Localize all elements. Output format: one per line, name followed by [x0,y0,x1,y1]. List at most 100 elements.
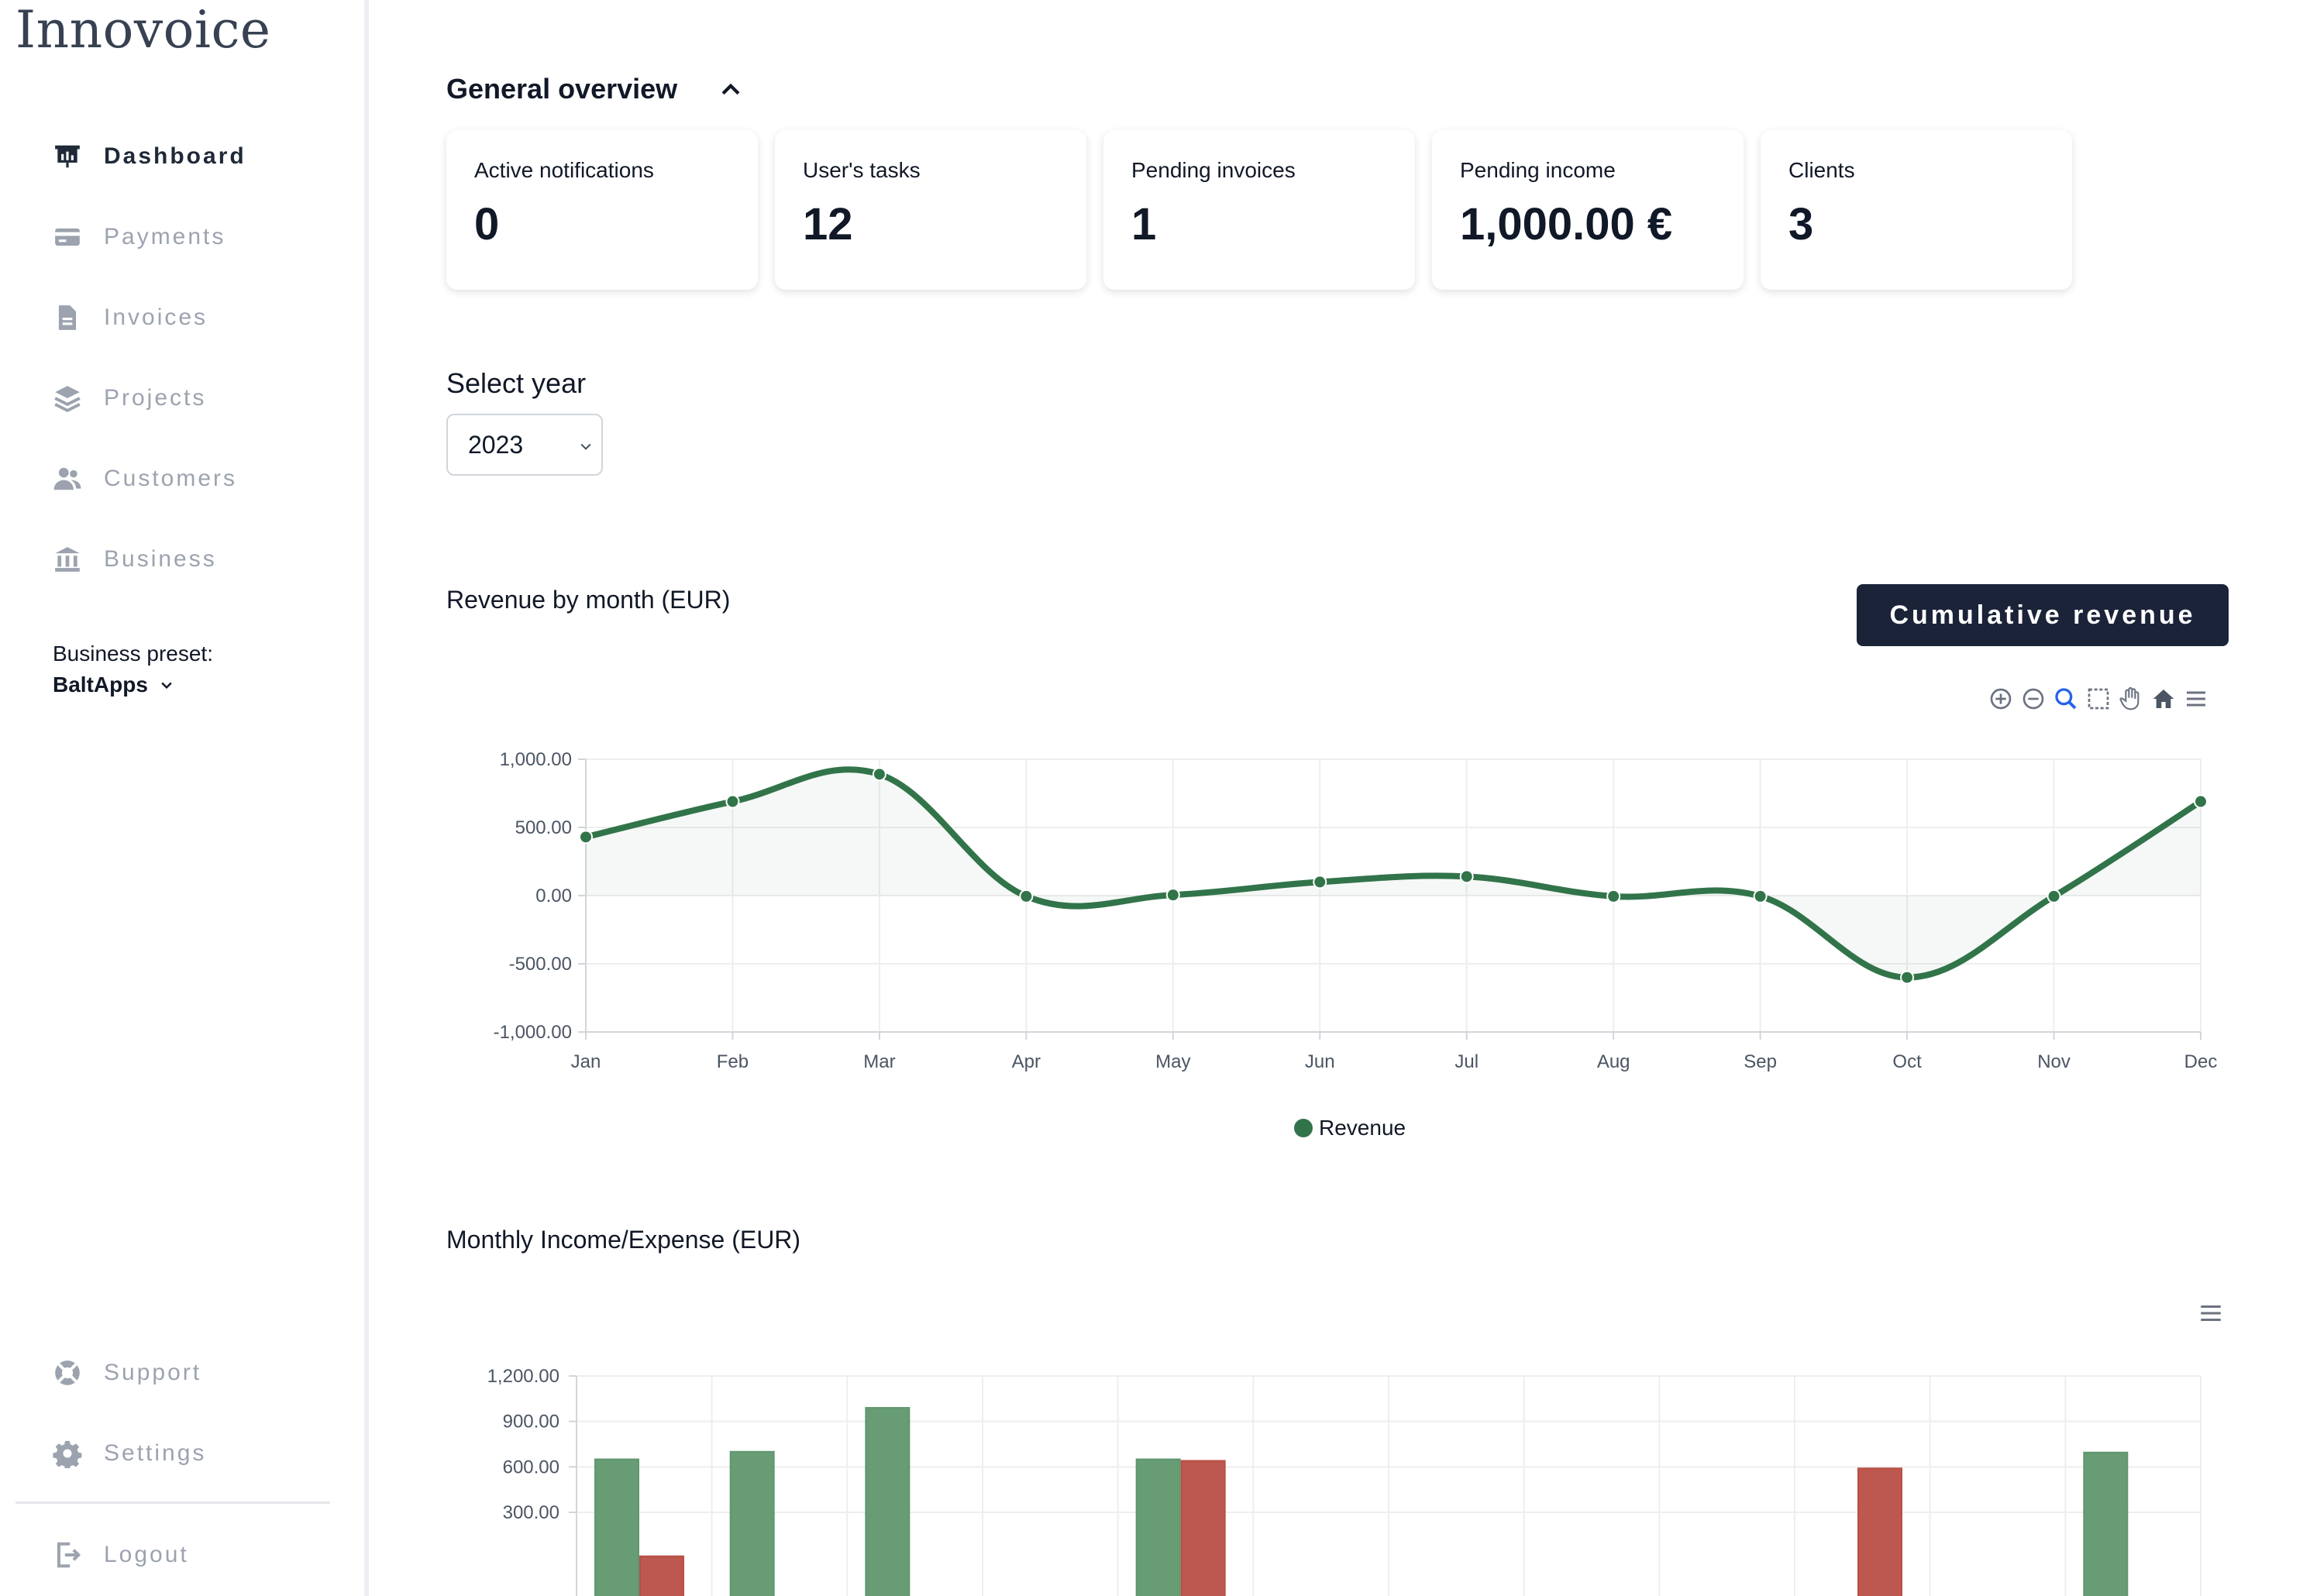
data-point [1165,888,1180,903]
bar [1180,1460,1226,1596]
card-value: 12 [803,199,853,249]
sidebar-item-customers[interactable]: Customers [53,439,246,519]
sidebar-item-settings[interactable]: Settings [53,1413,206,1494]
pan-hand-icon[interactable] [2119,686,2143,711]
year-select[interactable]: 2023 [446,414,603,476]
card-label: Pending invoices [1131,158,1296,182]
home-icon[interactable] [2151,686,2176,711]
menu-icon[interactable] [2198,1300,2224,1326]
card-label: Pending income [1460,158,1616,182]
x-tick-label: Aug [1597,1051,1630,1072]
data-point [1900,970,1915,985]
data-point [725,794,740,809]
card-value: 0 [474,199,500,249]
sidebar-item-business[interactable]: Business [53,519,246,600]
data-point [2047,889,2061,903]
card-label: Clients [1788,158,1855,182]
income-chart-title: Monthly Income/Expense (EUR) [446,1226,801,1254]
revenue-line-chart: 1,000.00 500.00 0.00 -500.00 -1,000.00 Jan Feb… [494,749,2218,1072]
x-tick-label: Dec [2184,1051,2218,1072]
y-tick-label: 0.00 [535,886,572,906]
income-expense-bar-chart: 1,200.00 900.00 600.00 300.00 [487,1366,2201,1596]
data-point [1753,889,1768,903]
chart-toolbar [1988,686,2216,711]
x-tick-label: Jul [1454,1051,1479,1072]
business-preset-dropdown[interactable]: BaltApps [53,672,213,697]
series-area [586,769,2201,978]
business-preset: Business preset: BaltApps [53,641,213,697]
gear-icon [53,1439,82,1468]
y-tick-label: -500.00 [509,954,572,975]
sidebar-item-projects[interactable]: Projects [53,358,246,439]
lifebuoy-icon [53,1358,82,1388]
data-point [872,767,886,782]
sidebar-item-payments[interactable]: Payments [53,197,246,277]
document-icon [53,303,82,332]
data-point [1313,875,1327,889]
sidebar-item-label: Payments [104,224,226,249]
y-tick-label: 1,200.00 [487,1366,559,1387]
data-point [1459,869,1474,884]
x-tick-label: Apr [1012,1051,1041,1072]
revenue-chart-title: Revenue by month (EUR) [446,586,731,614]
sidebar-item-support[interactable]: Support [53,1333,206,1413]
card-active-notifications[interactable]: Active notifications 0 [446,130,758,290]
bar [1857,1467,1902,1596]
x-tick-label: Nov [2037,1051,2071,1072]
general-overview-header: General overview [446,73,744,105]
sidebar-item-label: Dashboard [104,143,246,169]
bar [2083,1451,2129,1596]
bar [594,1458,639,1596]
y-tick-label: 1,000.00 [500,749,572,770]
bar [865,1407,911,1596]
selection-icon[interactable] [2086,686,2111,711]
sidebar-item-dashboard[interactable]: Dashboard [53,116,246,197]
card-pending-invoices[interactable]: Pending invoices 1 [1103,130,1415,290]
card-pending-income[interactable]: Pending income 1,000.00 € [1432,130,1744,290]
sidebar-divider [15,1501,330,1504]
chevron-down-icon [580,443,591,450]
chevron-up-icon[interactable] [718,76,744,102]
general-overview-title: General overview [446,73,678,105]
business-preset-label: Business preset: [53,641,213,666]
x-tick-label: Sep [1744,1051,1777,1072]
card-clients[interactable]: Clients 3 [1761,130,2072,290]
cumulative-revenue-button[interactable]: Cumulative revenue [1857,584,2229,646]
data-point [579,830,593,844]
bank-icon [53,545,82,574]
chevron-down-icon [161,682,172,690]
series-line-revenue [583,766,2204,981]
logout-link[interactable]: Logout [53,1515,189,1595]
revenue-legend[interactable]: Revenue [1294,1116,1406,1140]
credit-card-icon [53,222,82,252]
year-select-value: 2023 [468,430,524,459]
app-logo[interactable]: Innovoice [15,0,271,60]
sidebar-bottom-nav: Support Settings [53,1333,206,1494]
bar [639,1555,684,1596]
x-tick-label: Jun [1305,1051,1335,1072]
sidebar: Innovoice Dashboard Payments Invoices Pr… [0,0,369,1596]
sidebar-item-label: Customers [104,466,238,491]
sidebar-item-label: Projects [104,385,207,411]
card-value: 3 [1788,199,1814,249]
card-value: 1,000.00 € [1460,199,1673,249]
select-year-label: Select year [446,367,587,399]
card-label: Active notifications [474,158,654,182]
sidebar-item-label: Business [104,546,217,572]
magnifier-icon[interactable] [2053,686,2078,711]
x-tick-label: Jan [571,1051,601,1072]
x-tick-label: Feb [717,1051,749,1072]
x-tick-label: Mar [863,1051,895,1072]
card-users-tasks[interactable]: User's tasks 12 [775,130,1086,290]
y-tick-label: 500.00 [515,817,572,838]
data-point [1606,889,1621,903]
sidebar-item-label: Settings [104,1440,207,1466]
zoom-out-icon[interactable] [2021,686,2046,711]
sidebar-item-invoices[interactable]: Invoices [53,277,246,358]
legend-dot [1294,1119,1313,1137]
business-preset-value: BaltApps [53,672,148,697]
logout-label: Logout [104,1542,189,1567]
zoom-in-icon[interactable] [1988,686,2013,711]
menu-icon[interactable] [2184,686,2208,711]
sidebar-nav: Dashboard Payments Invoices Projects Cus… [53,116,246,600]
